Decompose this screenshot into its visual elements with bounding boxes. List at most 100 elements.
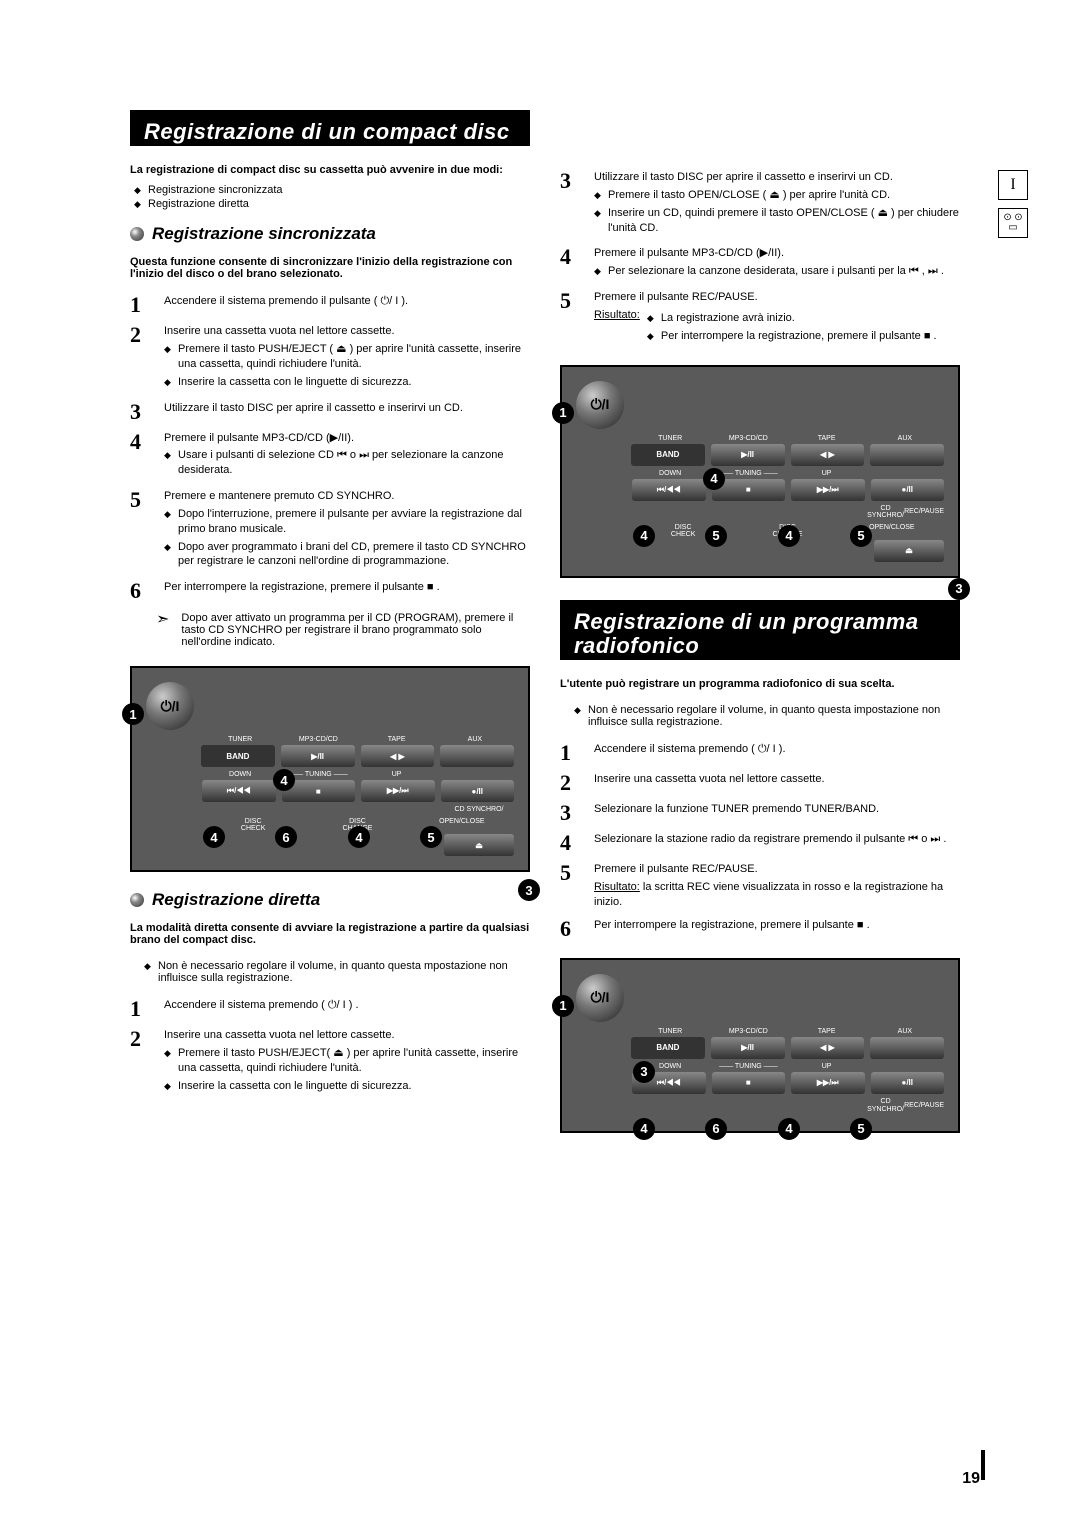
step-body: Inserire una cassetta vuota nel lettore …	[594, 772, 960, 794]
sync-steps: 1 Accendere il sistema premendo il pulsan…	[130, 294, 530, 602]
next-button: ▶▶/⏭	[361, 780, 435, 802]
step-body: Inserire una cassetta vuota nel lettore …	[164, 1028, 530, 1096]
right-column: 3Utilizzare il tasto DISC per aprire il …	[560, 110, 960, 1151]
side-tab-letter: I	[998, 170, 1028, 200]
power-button: ⏻/I	[576, 381, 624, 429]
band-button: BAND	[201, 745, 275, 767]
step-num: 3	[560, 170, 580, 238]
callout: 5	[850, 525, 872, 547]
step-num: 5	[130, 489, 150, 572]
callout: 6	[705, 1118, 727, 1140]
callout: 4	[633, 1118, 655, 1140]
mode-item: Registrazione diretta	[148, 198, 530, 210]
mode-item: Registrazione sincronizzata	[148, 184, 530, 196]
band-button: BAND	[631, 444, 705, 466]
step-num: 2	[130, 1028, 150, 1096]
radio-desc: L'utente può registrare un programma rad…	[560, 678, 960, 690]
step-body: Accendere il sistema premendo il pulsant…	[164, 294, 530, 316]
page-num-line	[981, 1450, 985, 1480]
step-num: 5	[560, 862, 580, 910]
step-num: 6	[560, 918, 580, 940]
left-column: Registrazione di un compact disc La regi…	[130, 110, 530, 1151]
tape-button: ◀ ▶	[791, 1037, 865, 1059]
step-num: 4	[130, 431, 150, 482]
callout: 4	[778, 1118, 800, 1140]
callout: 5	[850, 1118, 872, 1140]
radio-note: Non è necessario regolare il volume, in …	[560, 704, 960, 728]
step-body: Premere e mantenere premuto CD SYNCHRO. …	[164, 489, 530, 572]
section-title-radio: Registrazione di un programma radiofonic…	[560, 600, 960, 660]
direct-heading: Registrazione diretta	[130, 890, 530, 910]
step-body: Premere il pulsante REC/PAUSE. Risultato…	[594, 862, 960, 910]
next-button: ▶▶/⏭	[791, 1072, 865, 1094]
step-num: 4	[560, 246, 580, 282]
direct-note: Non è necessario regolare il volume, in …	[130, 960, 530, 984]
step-body: Per interrompere la registrazione, preme…	[164, 580, 530, 602]
aux-button	[440, 745, 514, 767]
note-icon: ➣	[156, 612, 169, 648]
remote-diagram-1: ⏻/I TUNERMP3-CD/CDTAPEAUX BAND ▶/II ◀ ▶ …	[130, 666, 530, 872]
step-body: Selezionare la funzione TUNER premendo T…	[594, 802, 960, 824]
callout: 4	[633, 525, 655, 547]
callout: 3	[633, 1061, 655, 1083]
rec-button: ●/II	[871, 479, 945, 501]
play-button: ▶/II	[711, 1037, 785, 1059]
step-num: 2	[130, 324, 150, 392]
section-title-cd: Registrazione di un compact disc	[130, 110, 530, 146]
step-body: Premere il pulsante MP3-CD/CD (▶/II). Us…	[164, 431, 530, 482]
play-button: ▶/II	[711, 444, 785, 466]
step-body: Per interrompere la registrazione, preme…	[594, 918, 960, 940]
step-body: Utilizzare il tasto DISC per aprire il c…	[594, 170, 960, 238]
step-body: Utilizzare il tasto DISC per aprire il c…	[164, 401, 530, 423]
eject-button: ⏏	[874, 540, 944, 562]
next-button: ▶▶/⏭	[791, 479, 865, 501]
remote-diagram-2: ⏻/I TUNERMP3-CD/CDTAPEAUX BAND ▶/II ◀ ▶ …	[560, 365, 960, 578]
step-body: Accendere il sistema premendo ( ⏻/ I ) .	[164, 998, 530, 1020]
callout: 4	[703, 468, 725, 490]
callout: 3	[948, 578, 970, 600]
step-body: Accendere il sistema premendo ( ⏻/ I ).	[594, 742, 960, 764]
step-num: 3	[560, 802, 580, 824]
callout: 1	[552, 995, 574, 1017]
power-button: ⏻/I	[146, 682, 194, 730]
radio-steps: 1 Accendere il sistema premendo ( ⏻/ I ).…	[560, 742, 960, 940]
remote-diagram-3: ⏻/I TUNERMP3-CD/CDTAPEAUX BAND ▶/II ◀ ▶ …	[560, 958, 960, 1133]
direct-steps-right: 3Utilizzare il tasto DISC per aprire il …	[560, 170, 960, 347]
rec-button: ●/II	[871, 1072, 945, 1094]
step-num: 3	[130, 401, 150, 423]
intro-text: La registrazione di compact disc su cass…	[130, 164, 530, 176]
direct-steps-left: 1 Accendere il sistema premendo ( ⏻/ I ) …	[130, 998, 530, 1096]
step-body: Inserire una cassetta vuota nel lettore …	[164, 324, 530, 392]
step-num: 1	[130, 294, 150, 316]
play-button: ▶/II	[281, 745, 355, 767]
aux-button	[870, 1037, 944, 1059]
modes-list: Registrazione sincronizzata Registrazion…	[130, 184, 530, 210]
step-num: 1	[560, 742, 580, 764]
callout: 4	[778, 525, 800, 547]
direct-desc: La modalità diretta consente di avviare …	[130, 922, 530, 946]
callout: 5	[705, 525, 727, 547]
cdsynchro-label	[201, 806, 444, 814]
step-num: 2	[560, 772, 580, 794]
step-num: 5	[560, 290, 580, 347]
band-button: BAND	[631, 1037, 705, 1059]
tape-button: ◀ ▶	[361, 745, 435, 767]
side-tabs: I ⊙ ⊙▭	[998, 170, 1028, 238]
sync-heading: Registrazione sincronizzata	[130, 224, 530, 244]
sync-desc: Questa funzione consente di sincronizzar…	[130, 256, 530, 280]
step-body: Premere il pulsante REC/PAUSE. Risultato…	[594, 290, 960, 347]
step-body: Premere il pulsante MP3-CD/CD (▶/II). Pe…	[594, 246, 960, 282]
rec-button: ●/II	[441, 780, 515, 802]
callout: 3	[518, 879, 540, 901]
prev-button: ⏮/◀◀	[202, 780, 276, 802]
step-num: 4	[560, 832, 580, 854]
step-num: 1	[130, 998, 150, 1020]
callout: 1	[552, 402, 574, 424]
step-body: Selezionare la stazione radio da registr…	[594, 832, 960, 854]
prev-button: ⏮/◀◀	[632, 479, 706, 501]
page-number: 19	[962, 1470, 980, 1488]
aux-button	[870, 444, 944, 466]
step-num: 6	[130, 580, 150, 602]
stop-button: ■	[712, 1072, 786, 1094]
side-tab-icons: ⊙ ⊙▭	[998, 208, 1028, 238]
